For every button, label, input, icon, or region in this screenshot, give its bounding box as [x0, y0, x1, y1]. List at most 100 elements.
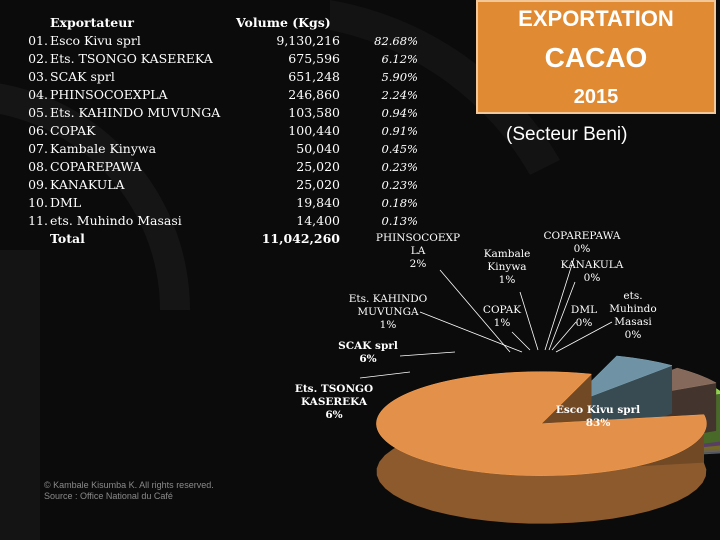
percent-value: 0.18% [381, 196, 418, 210]
source-line: Source : Office National du Café [44, 491, 173, 501]
row-number: 08. [28, 159, 48, 174]
row-number: 09. [28, 177, 48, 192]
table-row: 08. COPAREPAWA 25,020 0.23% [22, 158, 418, 176]
percent-value: 6.12% [381, 52, 418, 66]
slice-label-line: ets. [623, 290, 642, 302]
slice-label-line: 1% [499, 274, 516, 286]
leader-line [419, 311, 523, 353]
volume-value: 25,020 [296, 159, 340, 174]
slice-label-line: 0% [576, 317, 593, 329]
slice-label-line: COPAK [483, 304, 521, 316]
title-line-2: CACAO [544, 42, 648, 73]
table-row: 09. KANAKULA 25,020 0.23% [22, 176, 418, 194]
leader-line [399, 351, 456, 357]
total-row: Total 11,042,260 [22, 230, 418, 248]
slice-label-line: COPAREPAWA [543, 230, 620, 242]
volume-value: 246,860 [288, 87, 340, 102]
exporter-name: Esco Kivu sprl [50, 33, 141, 48]
table-row: 03. SCAK sprl 651,248 5.90% [22, 68, 418, 86]
slice-label: Esco Kivu sprl 83% [556, 404, 640, 429]
table-row: 01. Esco Kivu sprl 9,130,216 82.68% [22, 32, 418, 50]
title-year: 2015 [573, 86, 619, 108]
slice-label-line: 6% [325, 409, 342, 421]
slice-label-line: 0% [625, 329, 642, 341]
header-volume: Volume (Kgs) [236, 15, 331, 30]
slice-label-line: Esco Kivu sprl [556, 404, 640, 416]
row-number: 01. [28, 33, 48, 48]
exporter-name: Ets. KAHINDO MUVUNGA [50, 105, 221, 120]
copyright-notice: © Kambale Kisumba K. All rights reserved… [44, 480, 214, 502]
pie-labels: Esco Kivu sprl 83%Ets. TSONGO KASEREKA 6%SC… [295, 230, 657, 429]
volume-value: 50,040 [296, 141, 340, 156]
pie-slice [376, 371, 707, 524]
percent-value: 0.91% [381, 124, 418, 138]
header-exporter: Exportateur [50, 15, 134, 30]
slice-top [376, 371, 707, 476]
exporter-name: SCAK sprl [50, 69, 115, 84]
slice-label-line: KASEREKA [301, 396, 368, 408]
slice-label-line: PHINSOCOEXP [376, 232, 460, 244]
leader-line [439, 269, 511, 353]
copyright-line: © Kambale Kisumba K. All rights reserved… [44, 480, 214, 490]
pie-slices [376, 355, 720, 524]
slice-top [566, 355, 673, 406]
percent-value: 5.90% [381, 70, 418, 84]
slice-label-line: Kambale [484, 248, 531, 260]
percent-value: 0.45% [381, 142, 418, 156]
row-number: 06. [28, 123, 48, 138]
volume-value: 100,440 [288, 123, 340, 138]
table-row: 11. ets. Muhindo Masasi 14,400 0.13% [22, 212, 418, 230]
exporter-name: KANAKULA [50, 177, 125, 192]
leader-line [551, 321, 577, 351]
table-header-row: Exportateur Volume (Kgs) [22, 14, 418, 32]
table-row: 02. Ets. TSONGO KASEREKA 675,596 6.12% [22, 50, 418, 68]
slice-label: ets. Muhindo Masasi 0% [609, 290, 656, 341]
percent-value: 0.13% [381, 214, 418, 228]
total-volume: 11,042,260 [261, 231, 340, 246]
slice-label-line: 1% [494, 317, 511, 329]
slice-label-line: 83% [586, 417, 611, 429]
exporters-table: Exportateur Volume (Kgs) 01. Esco Kivu sp… [22, 14, 418, 248]
row-number: 07. [28, 141, 48, 156]
slice-label-line: 1% [380, 319, 397, 331]
percent-value: 82.68% [374, 34, 418, 48]
slice-label: KANAKULA 0% [561, 259, 624, 284]
subtitle-sector: (Secteur Beni) [506, 124, 628, 145]
slice-label: Ets. TSONGO KASEREKA 6% [295, 383, 373, 421]
table-row: 10. DML 19,840 0.18% [22, 194, 418, 212]
percent-value: 0.94% [381, 106, 418, 120]
slice-label-line: DML [571, 304, 597, 316]
slice-label-line: 0% [574, 243, 591, 255]
slice-label: Kambale Kinywa 1% [484, 248, 531, 286]
table-row: 06. COPAK 100,440 0.91% [22, 122, 418, 140]
volume-value: 9,130,216 [276, 33, 340, 48]
slice-label-line: Ets. TSONGO [295, 383, 373, 395]
slice-label-line: LA [411, 245, 426, 257]
total-label: Total [50, 231, 85, 246]
slice-label-line: MUVUNGA [357, 306, 419, 318]
exporter-name: Ets. TSONGO KASEREKA [50, 51, 213, 66]
exporter-name: PHINSOCOEXPLA [50, 87, 168, 102]
slice-label-line: 2% [410, 258, 427, 270]
table-row: 05. Ets. KAHINDO MUVUNGA 103,580 0.94% [22, 104, 418, 122]
slice-label-line: 0% [584, 272, 601, 284]
volume-value: 651,248 [288, 69, 340, 84]
slice-label-line: Kinywa [487, 261, 526, 273]
table-body: 01. Esco Kivu sprl 9,130,216 82.68% 02. Ets. … [22, 32, 418, 248]
leader-line [548, 281, 576, 351]
exporter-name: COPAREPAWA [50, 159, 142, 174]
slice-label-line: Ets. KAHINDO [349, 293, 428, 305]
exporter-name: Kambale Kinywa [50, 141, 157, 156]
row-number: 10. [28, 195, 48, 210]
row-number: 11. [28, 213, 48, 228]
slice-label: COPAK 1% [483, 304, 521, 329]
leader-line [555, 321, 613, 353]
volume-value: 103,580 [288, 105, 340, 120]
row-number: 04. [28, 87, 48, 102]
slice-label: PHINSOCOEXP LA 2% [376, 232, 460, 270]
table-row: 04. PHINSOCOEXPLA 246,860 2.24% [22, 86, 418, 104]
leader-line [519, 291, 539, 351]
slice-label: COPAREPAWA 0% [543, 230, 620, 255]
